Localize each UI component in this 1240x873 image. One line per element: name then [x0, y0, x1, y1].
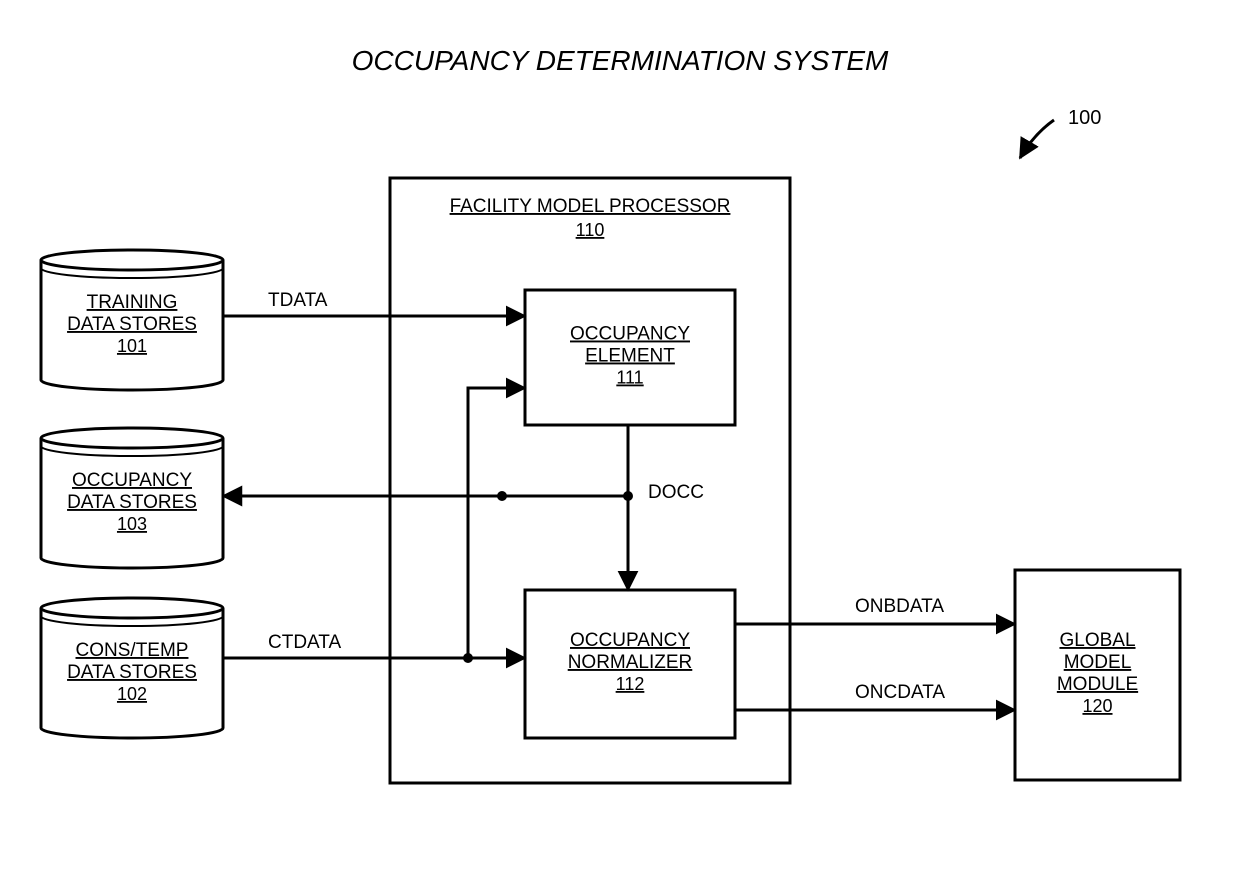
- box-occ-elem-ref: 111: [616, 368, 643, 388]
- box-global-line1: MODEL: [1064, 652, 1132, 673]
- cyl-constemp-line1: DATA STORES: [67, 662, 197, 683]
- box-facility-ref: 110: [576, 220, 605, 240]
- box-occ-norm-ref: 112: [616, 674, 645, 694]
- box-facility-title: FACILITY MODEL PROCESSOR: [450, 196, 731, 217]
- box-occ-elem-line1: ELEMENT: [585, 346, 675, 367]
- cyl-training-ref: 101: [117, 336, 147, 356]
- box-occ-elem-line0: OCCUPANCY: [570, 324, 690, 345]
- cyl-training-line0: TRAINING: [87, 292, 178, 313]
- edge-label-tdata: TDATA: [268, 290, 328, 311]
- cyl-occupancy-ref: 103: [117, 514, 147, 534]
- cyl-training-line1: DATA STORES: [67, 314, 197, 335]
- edge-label-onbdata: ONBDATA: [855, 596, 944, 617]
- box-global-line0: GLOBAL: [1059, 630, 1135, 651]
- edge-label-oncdata: ONCDATA: [855, 682, 945, 703]
- box-occ-norm-line0: OCCUPANCY: [570, 630, 690, 651]
- diagram-title: OCCUPANCY DETERMINATION SYSTEM: [352, 45, 889, 76]
- box-global-line2: MODULE: [1057, 674, 1138, 695]
- cyl-occupancy-line1: DATA STORES: [67, 492, 197, 513]
- box-global-ref: 120: [1082, 696, 1112, 716]
- box-occ-norm-line1: NORMALIZER: [568, 652, 693, 673]
- ref-100: 100: [1068, 107, 1101, 129]
- edge-ct_up: [468, 388, 525, 658]
- edge-label-docc_down: DOCC: [648, 482, 704, 503]
- cyl-occupancy-line0: OCCUPANCY: [72, 470, 192, 491]
- cyl-constemp-line0: CONS/TEMP: [76, 640, 189, 661]
- box-facility: [390, 178, 790, 783]
- cyl-constemp-ref: 102: [117, 684, 147, 704]
- edge-label-ctdata: CTDATA: [268, 632, 342, 653]
- junction-dot: [497, 491, 507, 501]
- pointer-arrow: [1020, 120, 1054, 158]
